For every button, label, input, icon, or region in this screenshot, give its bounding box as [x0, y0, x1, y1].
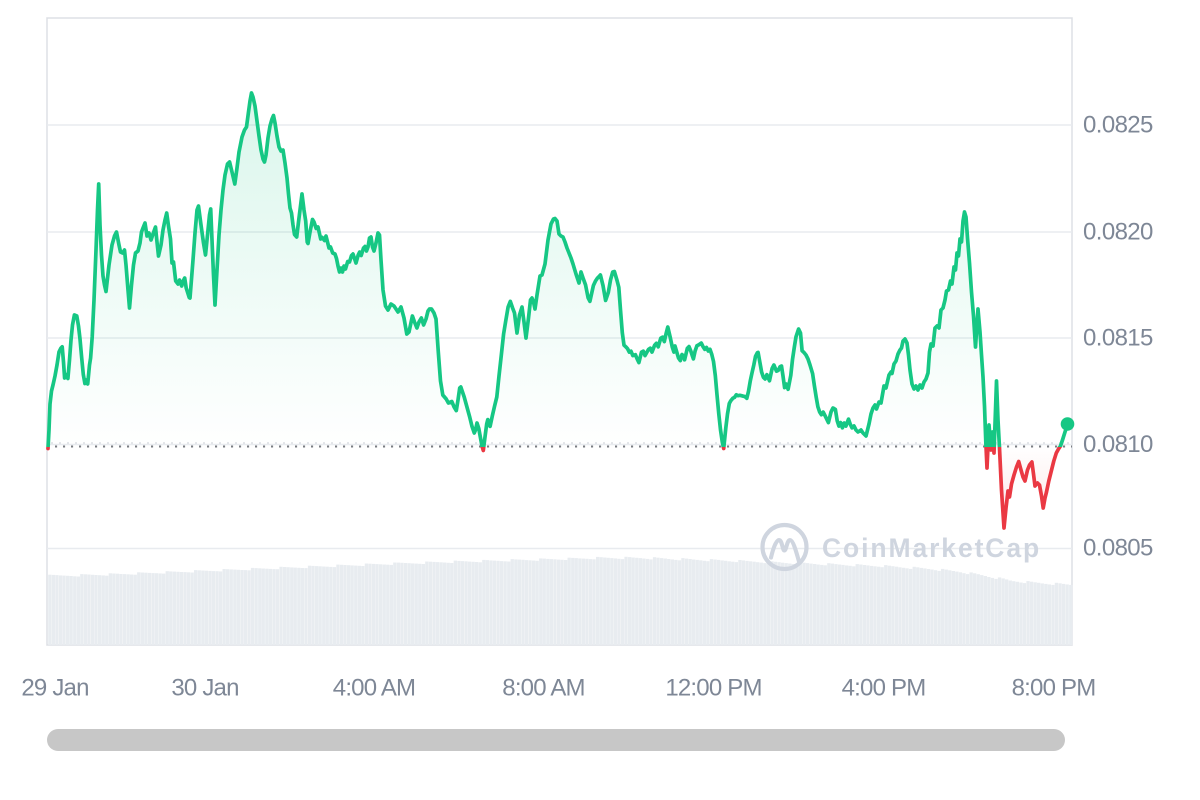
svg-text:0.0805: 0.0805 — [1083, 535, 1153, 562]
svg-text:30 Jan: 30 Jan — [171, 675, 238, 702]
svg-text:0.0810: 0.0810 — [1083, 431, 1153, 458]
svg-text:29 Jan: 29 Jan — [21, 675, 88, 702]
svg-text:0.0820: 0.0820 — [1083, 219, 1153, 246]
svg-text:8:00 AM: 8:00 AM — [502, 675, 584, 702]
svg-text:12:00 PM: 12:00 PM — [665, 675, 761, 702]
svg-text:4:00 AM: 4:00 AM — [333, 675, 415, 702]
svg-text:0.0815: 0.0815 — [1083, 325, 1153, 352]
svg-text:CoinMarketCap: CoinMarketCap — [822, 533, 1041, 563]
svg-text:0.0825: 0.0825 — [1083, 112, 1153, 139]
svg-text:8:00 PM: 8:00 PM — [1012, 675, 1096, 702]
svg-text:4:00 PM: 4:00 PM — [842, 675, 926, 702]
